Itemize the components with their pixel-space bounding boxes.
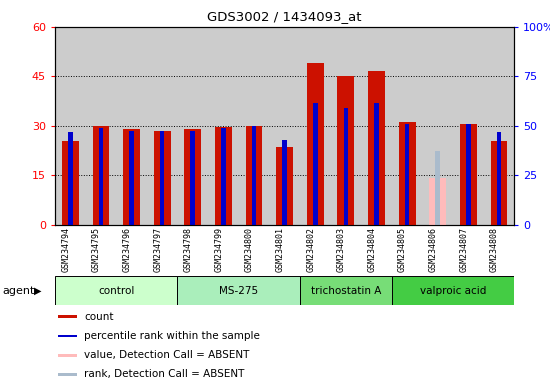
- Bar: [154, 131, 170, 225]
- Text: GSM234806: GSM234806: [428, 227, 438, 271]
- Bar: [58, 373, 77, 376]
- Bar: [313, 103, 317, 225]
- Bar: [190, 131, 195, 225]
- Text: GSM234803: GSM234803: [337, 227, 346, 271]
- Text: MS-275: MS-275: [219, 286, 258, 296]
- Text: GDS3002 / 1434093_at: GDS3002 / 1434093_at: [207, 10, 362, 23]
- Bar: [276, 147, 293, 225]
- Bar: [497, 132, 501, 225]
- Text: rank, Detection Call = ABSENT: rank, Detection Call = ABSENT: [84, 369, 244, 379]
- Bar: [300, 276, 392, 305]
- Text: GSM234794: GSM234794: [61, 227, 70, 271]
- Bar: [129, 131, 134, 225]
- Bar: [58, 354, 77, 356]
- Bar: [178, 276, 300, 305]
- Text: GSM234802: GSM234802: [306, 227, 315, 271]
- Text: GSM234807: GSM234807: [459, 227, 468, 271]
- Bar: [344, 108, 348, 225]
- Text: percentile rank within the sample: percentile rank within the sample: [84, 331, 260, 341]
- Bar: [282, 140, 287, 225]
- Text: GSM234805: GSM234805: [398, 227, 407, 271]
- Bar: [491, 141, 507, 225]
- Bar: [68, 132, 73, 225]
- Bar: [92, 126, 109, 225]
- Text: GSM234798: GSM234798: [184, 227, 193, 271]
- Text: GSM234800: GSM234800: [245, 227, 254, 271]
- Bar: [436, 151, 440, 225]
- Text: GSM234796: GSM234796: [123, 227, 131, 271]
- Text: trichostatin A: trichostatin A: [311, 286, 381, 296]
- Text: GSM234797: GSM234797: [153, 227, 162, 271]
- Text: value, Detection Call = ABSENT: value, Detection Call = ABSENT: [84, 350, 249, 360]
- Text: agent: agent: [3, 286, 35, 296]
- Bar: [338, 76, 354, 225]
- Bar: [58, 316, 77, 318]
- Bar: [430, 179, 446, 225]
- Bar: [246, 126, 262, 225]
- Bar: [55, 276, 178, 305]
- Bar: [368, 71, 385, 225]
- Text: GSM234801: GSM234801: [276, 227, 285, 271]
- Bar: [374, 103, 379, 225]
- Text: GSM234799: GSM234799: [214, 227, 223, 271]
- Bar: [399, 122, 415, 225]
- Bar: [405, 124, 409, 225]
- Bar: [460, 124, 477, 225]
- Bar: [98, 128, 103, 225]
- Bar: [123, 129, 140, 225]
- Text: valproic acid: valproic acid: [420, 286, 486, 296]
- Bar: [252, 126, 256, 225]
- Bar: [184, 129, 201, 225]
- Text: GSM234808: GSM234808: [490, 227, 499, 271]
- Text: ▶: ▶: [34, 286, 42, 296]
- Bar: [307, 63, 323, 225]
- Bar: [392, 276, 514, 305]
- Bar: [466, 124, 471, 225]
- Text: GSM234804: GSM234804: [367, 227, 376, 271]
- Bar: [215, 127, 232, 225]
- Bar: [62, 141, 79, 225]
- Text: control: control: [98, 286, 134, 296]
- Text: count: count: [84, 312, 113, 322]
- Bar: [221, 128, 226, 225]
- Bar: [160, 131, 164, 225]
- Bar: [58, 335, 77, 338]
- Text: GSM234795: GSM234795: [92, 227, 101, 271]
